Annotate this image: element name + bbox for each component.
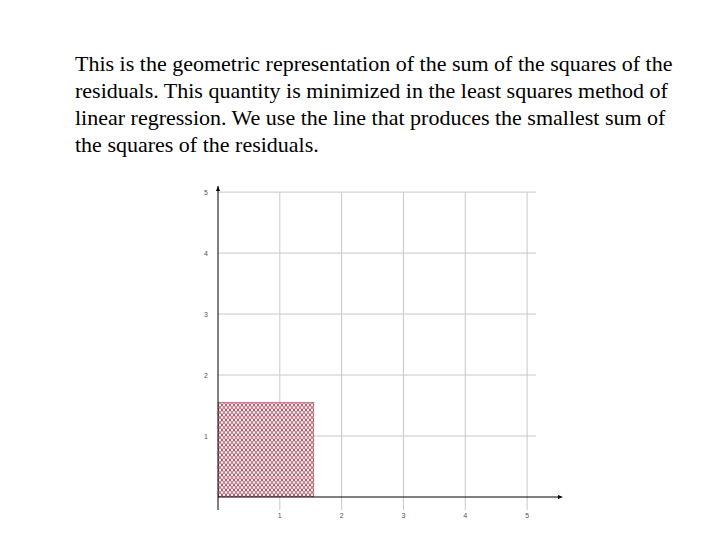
y-tick-label: 2 — [204, 372, 208, 379]
x-tick-label: 2 — [340, 512, 344, 519]
y-axis — [218, 186, 219, 510]
residual-square — [218, 402, 314, 497]
grid — [218, 192, 536, 510]
x-grid-line — [527, 192, 528, 510]
y-tick-label: 4 — [204, 250, 208, 257]
axes — [216, 186, 563, 510]
caption: This is the geometric representation of … — [75, 50, 695, 158]
x-axis — [218, 497, 558, 498]
x-arrow — [558, 495, 563, 499]
x-tick-label: 4 — [463, 512, 467, 519]
chart: 1 2 3 4 5 1 2 3 4 5 — [0, 0, 720, 540]
y-grid-line — [218, 314, 536, 315]
x-tick-label: 5 — [525, 512, 529, 519]
y-tick-label: 3 — [204, 311, 208, 318]
marks — [218, 402, 314, 497]
y-grid-line — [218, 192, 536, 193]
x-grid-line — [341, 192, 342, 510]
y-grid-line — [218, 253, 536, 254]
x-grid-line — [465, 192, 466, 510]
y-tick-label: 1 — [204, 433, 208, 440]
y-grid-line — [218, 375, 536, 376]
y-tick-label: 5 — [204, 189, 208, 196]
x-tick-label: 3 — [402, 512, 406, 519]
tick-labels: 1 2 3 4 5 1 2 3 4 5 — [204, 189, 529, 519]
x-tick-label: 1 — [278, 512, 282, 519]
x-grid-line — [403, 192, 404, 510]
y-arrow — [216, 186, 220, 191]
